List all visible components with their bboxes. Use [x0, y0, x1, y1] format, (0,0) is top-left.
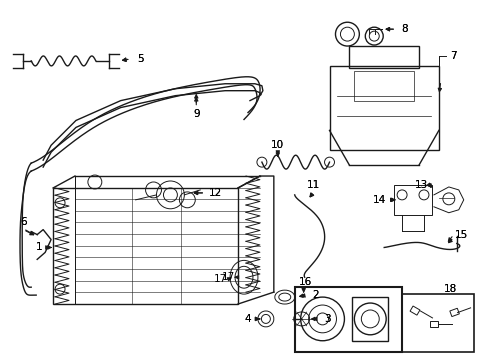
Text: 13: 13 [413, 180, 427, 190]
Text: 12: 12 [208, 188, 222, 198]
Bar [329, 66, 438, 150]
Text: 15: 15 [454, 230, 468, 239]
Text: 1: 1 [36, 243, 42, 252]
Text: 16: 16 [299, 277, 312, 287]
Bar [409, 306, 419, 315]
Text: 11: 11 [306, 180, 320, 190]
Text: 5: 5 [137, 54, 143, 64]
Bar [53, 188, 238, 304]
Bar [449, 308, 458, 316]
Bar [352, 297, 387, 341]
Text: 8: 8 [400, 24, 407, 34]
Text: 14: 14 [372, 195, 385, 205]
Text: 4: 4 [244, 314, 251, 324]
Text: 1: 1 [36, 243, 42, 252]
Text: 2: 2 [312, 290, 318, 300]
Text: 8: 8 [400, 24, 407, 34]
Text: 18: 18 [443, 284, 456, 294]
Text: 2: 2 [312, 290, 318, 300]
Text: 7: 7 [449, 51, 456, 61]
Text: 6: 6 [20, 217, 26, 227]
Bar [429, 321, 437, 327]
Text: 7: 7 [449, 51, 456, 61]
Text: 15: 15 [454, 230, 468, 239]
Text: 17: 17 [221, 272, 234, 282]
Text: 9: 9 [193, 108, 199, 118]
Bar [393, 185, 431, 215]
Text: 3: 3 [324, 314, 330, 324]
Text: 5: 5 [137, 54, 143, 64]
Text: 14: 14 [372, 195, 385, 205]
Text: 4: 4 [244, 314, 251, 324]
Text: 9: 9 [193, 108, 199, 118]
Bar [349, 46, 418, 68]
Text: 10: 10 [271, 140, 284, 150]
Text: 11: 11 [306, 180, 320, 190]
Text: 16: 16 [299, 277, 312, 287]
Bar [354, 71, 413, 100]
Bar [294, 287, 401, 352]
Text: 12: 12 [208, 188, 222, 198]
Text: 17: 17 [213, 274, 226, 284]
Text: 18: 18 [443, 284, 456, 294]
Text: 3: 3 [324, 314, 330, 324]
Text: 13: 13 [413, 180, 427, 190]
Bar [401, 294, 473, 352]
Text: 6: 6 [20, 217, 26, 227]
Text: 10: 10 [271, 140, 284, 150]
